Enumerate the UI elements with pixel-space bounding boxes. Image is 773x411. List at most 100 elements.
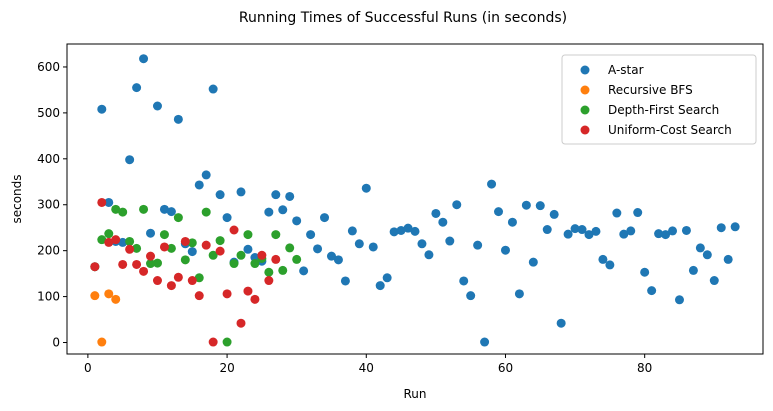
y-tick-label: 300 — [37, 198, 60, 212]
x-axis-label: Run — [403, 387, 426, 401]
data-point — [438, 217, 448, 227]
data-point — [152, 101, 162, 111]
data-point — [97, 104, 107, 114]
legend-label: Depth-First Search — [608, 103, 719, 117]
data-point — [250, 259, 260, 269]
data-point — [132, 259, 142, 269]
data-point — [118, 207, 128, 217]
data-point — [201, 170, 211, 180]
data-point — [459, 276, 469, 286]
data-point — [159, 230, 169, 240]
data-point — [661, 230, 671, 240]
data-point — [702, 250, 712, 260]
data-point — [187, 238, 197, 248]
data-point — [507, 217, 517, 227]
data-point — [215, 246, 225, 256]
data-point — [222, 213, 232, 223]
data-point — [222, 337, 232, 347]
data-point — [542, 225, 552, 235]
data-point — [215, 236, 225, 246]
data-point — [236, 187, 246, 197]
legend-marker — [580, 125, 590, 135]
data-point — [605, 260, 615, 270]
data-point — [166, 207, 176, 217]
data-point — [500, 245, 510, 255]
data-point — [146, 228, 156, 238]
data-point — [487, 179, 497, 189]
data-point — [285, 243, 295, 253]
data-point — [654, 229, 664, 239]
data-point — [598, 254, 608, 264]
data-point — [257, 250, 267, 260]
data-point — [647, 286, 657, 296]
data-point — [695, 243, 705, 253]
y-axis-label: seconds — [10, 174, 24, 223]
data-point — [320, 213, 330, 223]
data-point — [201, 207, 211, 217]
data-point — [375, 281, 385, 291]
data-point — [271, 254, 281, 264]
legend-marker — [580, 65, 590, 75]
legend-label: Recursive BFS — [608, 83, 693, 97]
data-point — [159, 204, 169, 214]
data-point — [97, 235, 107, 245]
data-point — [473, 240, 483, 250]
data-point — [333, 255, 343, 265]
plot-frame — [66, 43, 764, 355]
data-point — [90, 262, 100, 272]
legend-box — [561, 54, 757, 145]
data-point — [215, 190, 225, 200]
data-point — [299, 266, 309, 276]
data-point — [271, 190, 281, 200]
data-point — [549, 209, 559, 219]
data-point — [194, 273, 204, 283]
data-point — [403, 223, 413, 233]
data-point — [243, 230, 253, 240]
data-point — [326, 251, 336, 261]
data-point — [222, 289, 232, 299]
data-point — [528, 257, 538, 267]
axis-ticks: 0 20 40 60 80 0 100 200 300 400 500 600 — [37, 60, 652, 375]
data-point — [514, 289, 524, 299]
legend-marker — [580, 85, 590, 95]
data-point — [382, 273, 392, 283]
data-point — [368, 242, 378, 252]
chart-title: Running Times of Successful Runs (in sec… — [239, 10, 567, 26]
data-point — [716, 223, 726, 233]
data-point — [187, 276, 197, 286]
data-point — [278, 205, 288, 215]
data-point — [159, 242, 169, 252]
data-point — [612, 208, 622, 218]
data-point — [730, 222, 740, 232]
data-point — [306, 230, 316, 240]
series-1 — [90, 289, 121, 347]
data-point — [681, 225, 691, 235]
data-point — [208, 84, 218, 94]
data-point — [361, 183, 371, 193]
data-point — [201, 240, 211, 250]
y-tick-label: 600 — [37, 60, 60, 74]
data-point — [591, 226, 601, 236]
data-point — [633, 208, 643, 218]
data-point — [424, 250, 434, 260]
data-point — [104, 229, 114, 239]
data-point — [264, 267, 274, 277]
data-point — [570, 224, 580, 234]
series-3 — [90, 197, 281, 347]
data-point — [125, 155, 135, 165]
data-point — [431, 208, 441, 218]
x-tick-label: 40 — [359, 361, 374, 375]
data-point — [313, 244, 323, 254]
data-point — [417, 239, 427, 249]
data-point — [668, 226, 678, 236]
data-point — [250, 294, 260, 304]
data-point — [187, 247, 197, 257]
data-point — [340, 276, 350, 286]
data-point — [556, 318, 566, 328]
data-point — [97, 197, 107, 207]
data-point — [236, 250, 246, 260]
data-point — [494, 207, 504, 217]
data-point — [180, 255, 190, 265]
x-tick-label: 60 — [498, 361, 513, 375]
data-point — [640, 267, 650, 277]
